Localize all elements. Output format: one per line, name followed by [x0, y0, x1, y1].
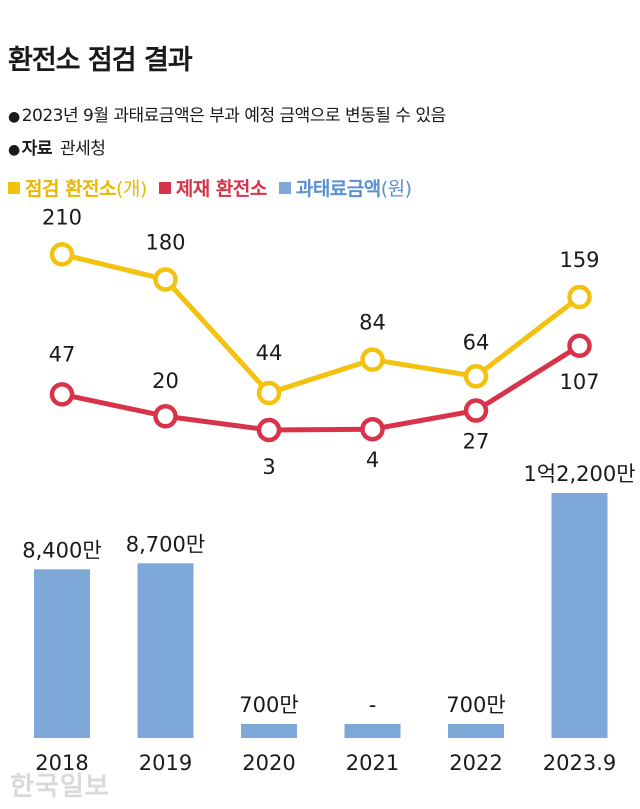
series-line [61, 343, 581, 433]
x-tick-label: 2019 [139, 751, 192, 775]
chart-title: 환전소 점검 결과 [8, 45, 193, 76]
data-point [567, 333, 592, 359]
legend-item-sanction: 제재 환전소 [158, 174, 268, 201]
series-line [61, 251, 582, 396]
bar [137, 563, 194, 738]
note-row: ● 2023년 9월 과태료금액은 부과 예정 금액으로 변동될 수 있음 [8, 101, 446, 126]
bar [344, 724, 401, 738]
point-data-label: 4 [366, 448, 379, 472]
legend-label: 과태료금액 [295, 178, 381, 200]
point-data-label: 84 [359, 311, 386, 335]
point-data-label: 44 [256, 341, 283, 365]
data-point [153, 267, 178, 292]
point-data-label: 3 [262, 455, 275, 479]
point-data-label: 27 [463, 430, 490, 454]
bullet-icon: ● [8, 142, 20, 158]
bar [241, 723, 297, 738]
data-point [153, 403, 178, 429]
bar [448, 723, 504, 738]
bar-data-label: 8,700만 [126, 532, 205, 556]
x-tick-label: 2022 [449, 751, 502, 775]
bar-data-label: 700만 [239, 693, 298, 717]
data-point [49, 242, 75, 267]
legend-item-fine: 과태료금액(원) [278, 174, 412, 201]
legend-label: 점검 환전소 [25, 178, 117, 200]
point-data-label: 107 [559, 370, 599, 394]
legend-swatch [8, 182, 20, 194]
legend: 점검 환전소(개) 제재 환전소 과태료금액(원) [8, 174, 412, 201]
data-point [463, 398, 489, 423]
data-point [49, 382, 75, 407]
data-point [360, 416, 385, 442]
data-point [256, 417, 282, 443]
x-tick-label: 2018 [35, 751, 88, 775]
point-data-label: 159 [559, 248, 599, 272]
point-data-label: 210 [42, 205, 82, 229]
x-tick-label: 2023.9 [543, 751, 616, 775]
point-data-label: 64 [463, 330, 490, 354]
data-point [256, 380, 282, 406]
point-data-label: 20 [152, 369, 179, 393]
x-tick-label: 2021 [346, 751, 399, 775]
watermark-logo: 한국일보 [10, 772, 110, 802]
source-key: 자료 [21, 139, 53, 159]
legend-swatch [278, 182, 291, 194]
point-data-label: 180 [145, 230, 185, 254]
bar-data-label: 1억2,200만 [523, 462, 635, 486]
footnote: 2023년 9월 과태료금액은 부과 예정 금액으로 변동될 수 있음 [21, 106, 446, 126]
data-point [567, 284, 592, 310]
legend-unit: (개) [116, 178, 147, 200]
bar-data-label: 700만 [446, 693, 505, 717]
source-value: 관세청 [60, 139, 106, 159]
legend-unit: (원) [380, 178, 412, 200]
bullet-icon: ● [8, 109, 20, 125]
source-row: ● 자료 관세청 [8, 134, 106, 159]
bar [34, 569, 90, 738]
legend-swatch [158, 182, 171, 194]
x-tick-label: 2020 [242, 751, 295, 775]
legend-label: 제재 환전소 [175, 178, 268, 200]
bar-data-label: 8,400만 [22, 538, 101, 562]
legend-item-inspection: 점검 환전소(개) [8, 174, 147, 201]
point-data-label: 47 [49, 342, 76, 366]
data-point [463, 364, 489, 389]
bar [551, 493, 608, 738]
data-point [360, 347, 385, 372]
bar-data-label: - [369, 693, 377, 717]
